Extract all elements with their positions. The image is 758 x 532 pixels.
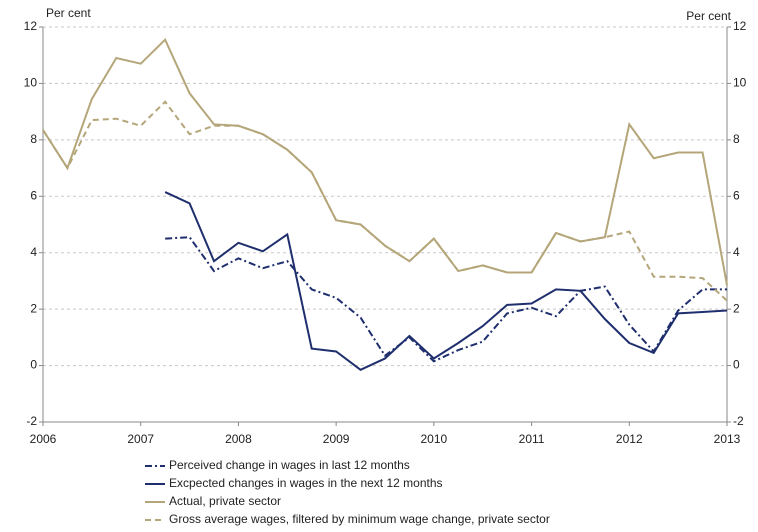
x-tick-label: 2008 [225,432,252,446]
y2-tick-label: 4 [733,245,740,259]
series-line [165,236,727,363]
y-tick-label: 10 [24,76,38,90]
x-tick-label: 2009 [323,432,350,446]
x-tick-label: 2012 [616,432,643,446]
series-line [42,37,728,286]
y-axis-label: Per cent [46,6,91,20]
x-tick-label: 2010 [421,432,448,446]
y2-axis-label: Per cent [686,9,731,23]
legend-label: Gross average wages, filtered by minimum… [169,512,550,526]
x-tick-label: 2013 [714,432,741,446]
legend-label: Excpected changes in wages in the next 1… [169,476,443,490]
x-tick-label: 2006 [30,432,57,446]
y-tick-label: 4 [30,245,37,259]
y2-tick-label: 12 [733,19,747,33]
series-line [42,100,728,302]
y2-tick-label: 2 [733,301,740,315]
legend-label: Actual, private sector [169,494,281,508]
y-tick-label: 8 [30,132,37,146]
y-tick-label: 12 [24,19,38,33]
y2-tick-label: -2 [733,414,744,428]
y2-tick-label: 8 [733,132,740,146]
legend-label: Perceived change in wages in last 12 mon… [169,458,410,472]
y-tick-label: 6 [30,188,37,202]
x-tick-label: 2011 [519,432,545,446]
x-tick-label: 2007 [127,432,154,446]
y2-tick-label: 6 [733,188,740,202]
y2-tick-label: 0 [733,358,740,372]
y-tick-label: 2 [30,301,37,315]
y2-tick-label: 10 [733,76,747,90]
y-tick-label: -2 [26,414,37,428]
series-line [164,191,728,371]
y-tick-label: 0 [30,358,37,372]
